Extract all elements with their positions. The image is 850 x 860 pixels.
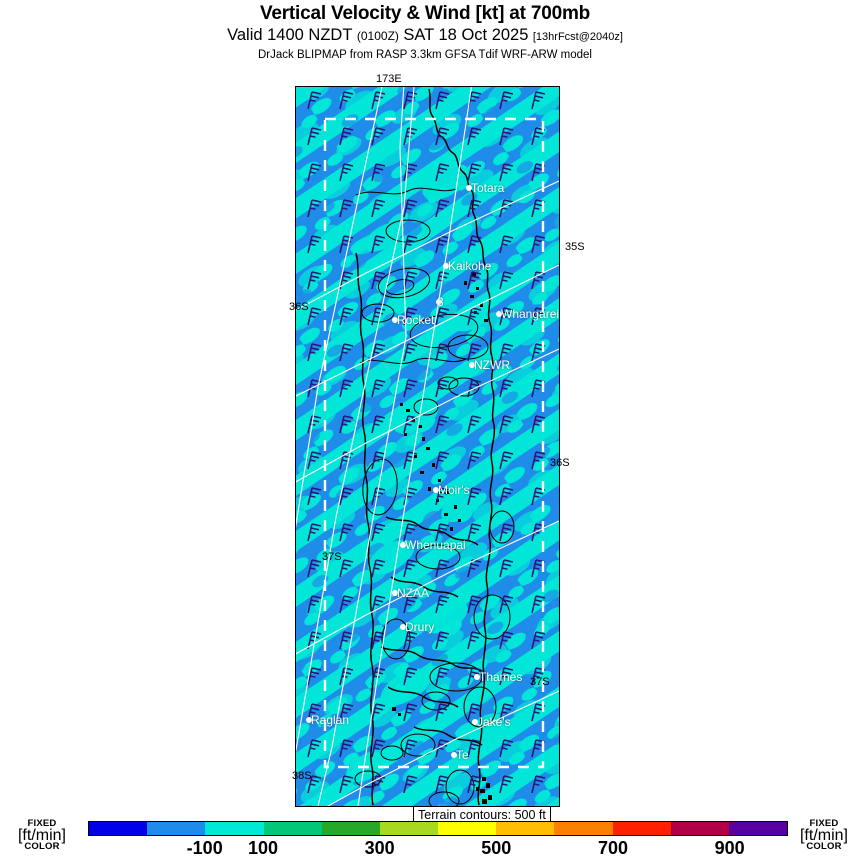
station-label: 3 [437, 295, 444, 309]
station-label: NZWR [474, 358, 510, 372]
subdomain-box [323, 117, 545, 769]
colorbar-segment [263, 822, 322, 835]
colorbar-segment [379, 822, 439, 835]
model-credit: DrJack BLIPMAP from RASP 3.3km GFSA Tdif… [257, 49, 592, 61]
colorbar-segment [438, 822, 497, 835]
page-title: Vertical Velocity & Wind [kt] at 700mb [259, 3, 591, 24]
colorbar-segment [728, 822, 788, 835]
colorbar-fixed-label-right: FIXED [809, 818, 839, 829]
station-label: Rocket [397, 313, 435, 327]
station-label: Whenuapai [405, 538, 466, 552]
station-label: Whangarei [501, 307, 560, 321]
station-label: Moir's [438, 483, 470, 497]
coordinate-label: 37S [322, 551, 342, 563]
graticule-layer [296, 87, 559, 806]
map-raster [296, 87, 559, 806]
colorbar-segment [612, 822, 671, 835]
colorbar-units-right: FIXED [ft/min] COLOR [784, 819, 850, 859]
colorbar-segment [321, 822, 380, 835]
station-dot-layer [306, 185, 502, 758]
valid-date: SAT 18 Oct 2025 [403, 26, 529, 44]
colorbar-color-label-left: COLOR [24, 840, 60, 852]
colorbar-gradient[interactable] [88, 821, 788, 836]
colorbar-tick-label: 300 [364, 838, 395, 858]
station-label: Totara [471, 181, 505, 195]
station-label: Drury [405, 620, 435, 634]
colorbar-color-label-right: COLOR [806, 840, 842, 852]
colorbar-segment [89, 822, 148, 835]
forecast-tag: [13hrFcst@2040z] [532, 31, 623, 43]
coordinate-label: 38S [292, 770, 312, 782]
station-label: Kaikohe [448, 259, 492, 273]
weather-map[interactable]: Totara Kaikohe 3 Rocket Whangarei NZWR Moir's W… [295, 86, 560, 807]
colorbar-segment [670, 822, 729, 835]
colorbar-units-label-right: [ft/min] [799, 826, 848, 844]
colorbar-tick-label: 100 [247, 838, 279, 858]
station-label: Raglan [311, 713, 350, 727]
colorbar-units-left: FIXED [ft/min] COLOR [2, 819, 82, 859]
colorbar-tick-label: 900 [714, 838, 745, 858]
colorbar-segment [205, 822, 264, 835]
colorbar-tick-layer: -100 100 300 500 700 900 [88, 838, 788, 860]
terrain-contour-layer [354, 187, 515, 806]
colorbar-tick-label: 500 [481, 838, 512, 858]
valid-time-line: Valid 1400 NZDT (0100Z) SAT 18 Oct 2025 … [0, 25, 850, 47]
colorbar-units-label-left: [ft/min] [17, 826, 66, 844]
coordinate-label: 36S [289, 301, 309, 313]
coordinate-label: 37S [530, 676, 550, 688]
colorbar-segment [496, 822, 555, 835]
valid-time-local: Valid 1400 NZDT [227, 26, 353, 44]
valid-time-utc: (0100Z) [356, 29, 399, 43]
station-label: NZAA [397, 586, 430, 600]
station-label: Te [456, 748, 469, 762]
title-block: Vertical Velocity & Wind [kt] at 700mb V… [0, 0, 850, 63]
colorbar-legend: FIXED [ft/min] COLOR -100 100 300 500 700 900… [0, 819, 850, 860]
terrain-contours-note: Terrain contours: 500 ft [413, 806, 551, 825]
colorbar-segment [147, 822, 206, 835]
station-label: Jake's [477, 715, 511, 729]
map-canvas: Totara Kaikohe 3 Rocket Whangarei NZWR Moir's W… [296, 87, 559, 806]
coordinate-label: 35S [565, 241, 585, 253]
coordinate-label: 36S [550, 457, 570, 469]
colorbar-segment [554, 822, 613, 835]
station-label: Thames [479, 670, 523, 684]
colorbar-tick-label: -100 [186, 838, 223, 858]
colorbar-tick-label: 700 [597, 838, 629, 858]
colorbar-fixed-label-left: FIXED [27, 818, 57, 829]
coordinate-label: 173E [376, 73, 402, 85]
